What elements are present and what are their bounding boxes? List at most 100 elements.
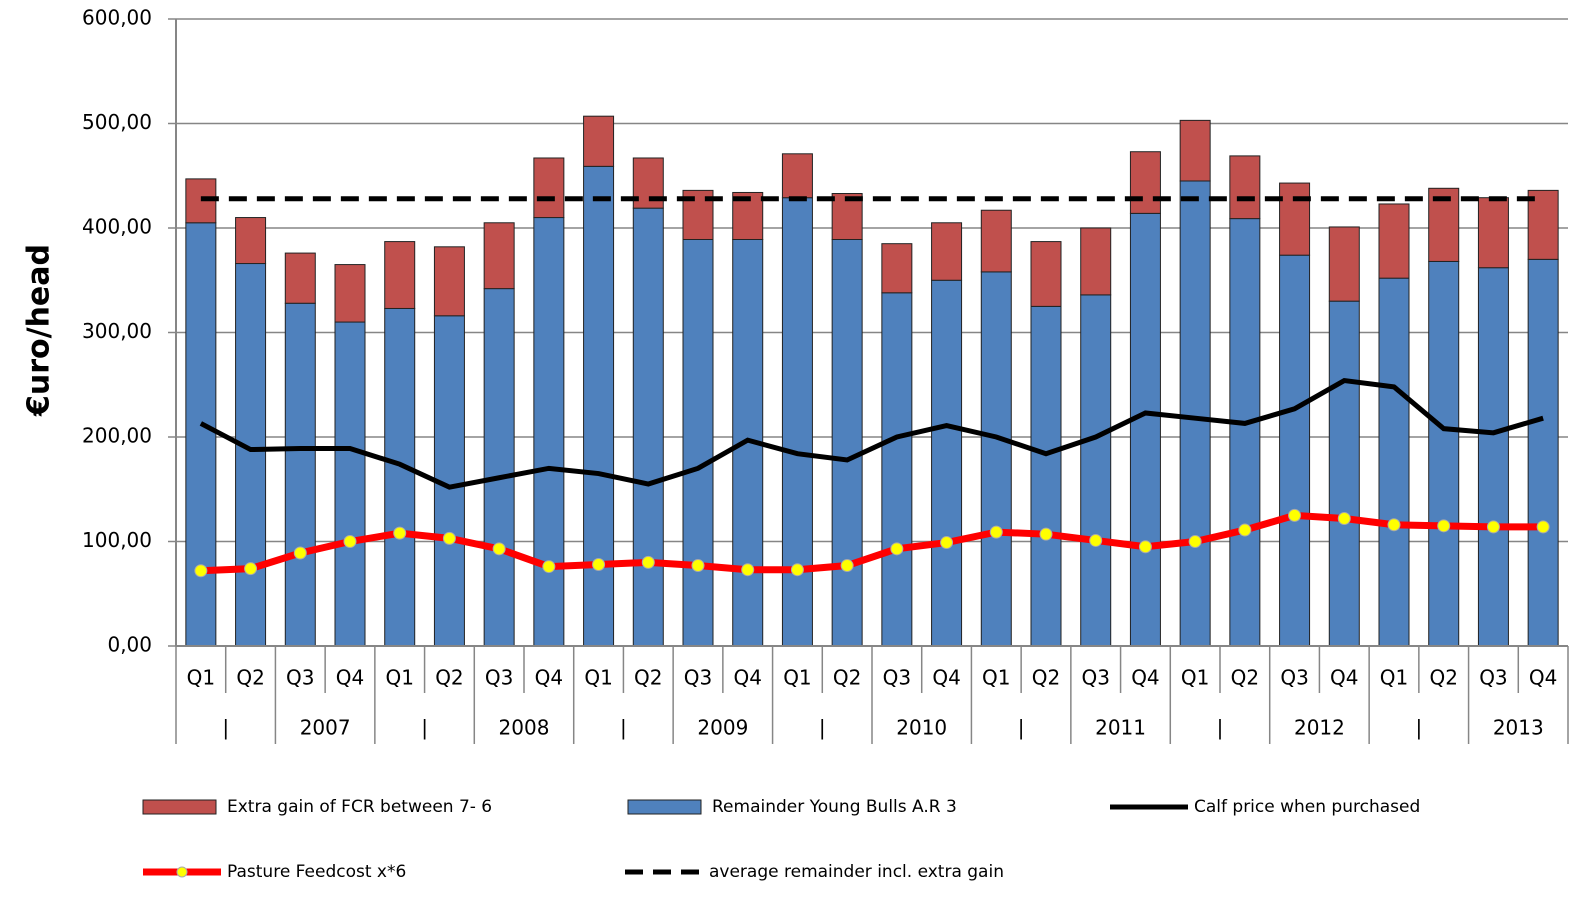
x-tick-label: Q3 [286,666,314,690]
line [199,377,1544,490]
x-tick-label: Q4 [1529,666,1557,690]
x-tick-label: Q1 [187,666,215,690]
marker [542,560,556,574]
bar [583,115,615,167]
x-tick-label: Q1 [584,666,612,690]
bar [1229,218,1261,647]
marker [989,525,1003,539]
x-group-label: | [1018,716,1025,740]
x-tick-label: Q4 [1131,666,1159,690]
marker [641,555,655,569]
marker [343,535,357,548]
y-tick-label: 500,00 [82,110,152,134]
x-tick-label: Q4 [733,666,761,690]
legend-label: Remainder Young Bulls A.R 3 [712,797,957,817]
x-tick-label: Q2 [1231,666,1259,690]
bar [881,292,913,647]
y-tick-label: 600,00 [82,6,152,30]
bar [1328,300,1360,647]
x-tick-label: Q1 [982,666,1010,690]
bar [533,217,565,647]
y-axis-title: €uro/head [22,244,57,417]
marker [1288,508,1302,522]
marker [1337,512,1351,526]
marker [840,559,854,573]
x-tick-label: Q1 [1181,666,1209,690]
legend-marker [176,866,188,878]
x-tick-label: Q2 [435,666,463,690]
marker [1536,520,1550,534]
bar [1477,197,1509,269]
x-tick-label: Q4 [336,666,364,690]
legend-swatch [142,799,217,815]
x-group-label: 2008 [499,716,550,740]
bar [1328,226,1360,302]
x-tick-label: Q3 [1081,666,1109,690]
x-group-label: 2012 [1294,716,1345,740]
line [200,511,1544,575]
x-tick-label: Q3 [883,666,911,690]
x-tick-label: Q3 [684,666,712,690]
x-group-label: 2013 [1493,716,1544,740]
marker [691,559,705,573]
bar [1179,119,1211,182]
bar [1229,155,1261,220]
bar [1129,212,1161,647]
bar [284,302,316,647]
x-tick-label: Q2 [236,666,264,690]
y-tick-label: 400,00 [82,215,152,239]
marker [1039,527,1053,541]
marker [1238,523,1252,537]
bar [682,238,714,647]
x-group-label: | [1415,716,1422,740]
x-tick-label: Q4 [535,666,563,690]
x-tick-label: Q4 [1330,666,1358,690]
x-tick-label: Q1 [385,666,413,690]
y-tick-label: 300,00 [82,319,152,343]
x-tick-label: Q4 [932,666,960,690]
bar [781,153,813,199]
x-group-label: | [819,716,826,740]
marker [1138,540,1152,554]
bar [632,207,664,647]
x-tick-label: Q3 [1280,666,1308,690]
marker [1437,519,1451,533]
marker [1188,535,1202,548]
marker [194,564,208,578]
marker [741,563,755,577]
bar [1477,267,1509,647]
marker [592,557,606,571]
bar [1080,294,1112,647]
x-tick-label: Q1 [783,666,811,690]
x-group-label: | [421,716,428,740]
x-group-label: | [620,716,627,740]
bar [583,165,615,647]
x-tick-label: Q1 [1380,666,1408,690]
legend-label: Extra gain of FCR between 7- 6 [227,797,492,817]
legend-label: Calf price when purchased [1194,797,1420,817]
marker [492,542,506,556]
bar [235,217,267,265]
bar [980,209,1012,273]
marker [1089,533,1103,547]
bar [1527,258,1559,647]
bar [185,222,217,647]
bar [334,264,366,323]
bar [1279,254,1311,647]
bar [1080,227,1112,296]
bar [533,157,565,219]
marker [1486,520,1500,534]
bar [1279,182,1311,256]
x-group-label: 2009 [697,716,748,740]
x-group-label: | [222,716,229,740]
bar [384,241,416,309]
bar [1030,241,1062,307]
x-tick-label: Q2 [1032,666,1060,690]
bar [1129,151,1161,214]
legend-label: average remainder incl. extra gain [709,862,1004,882]
marker [293,546,307,560]
bar [433,246,465,317]
y-tick-label: 0,00 [107,633,152,657]
marker [890,542,904,556]
